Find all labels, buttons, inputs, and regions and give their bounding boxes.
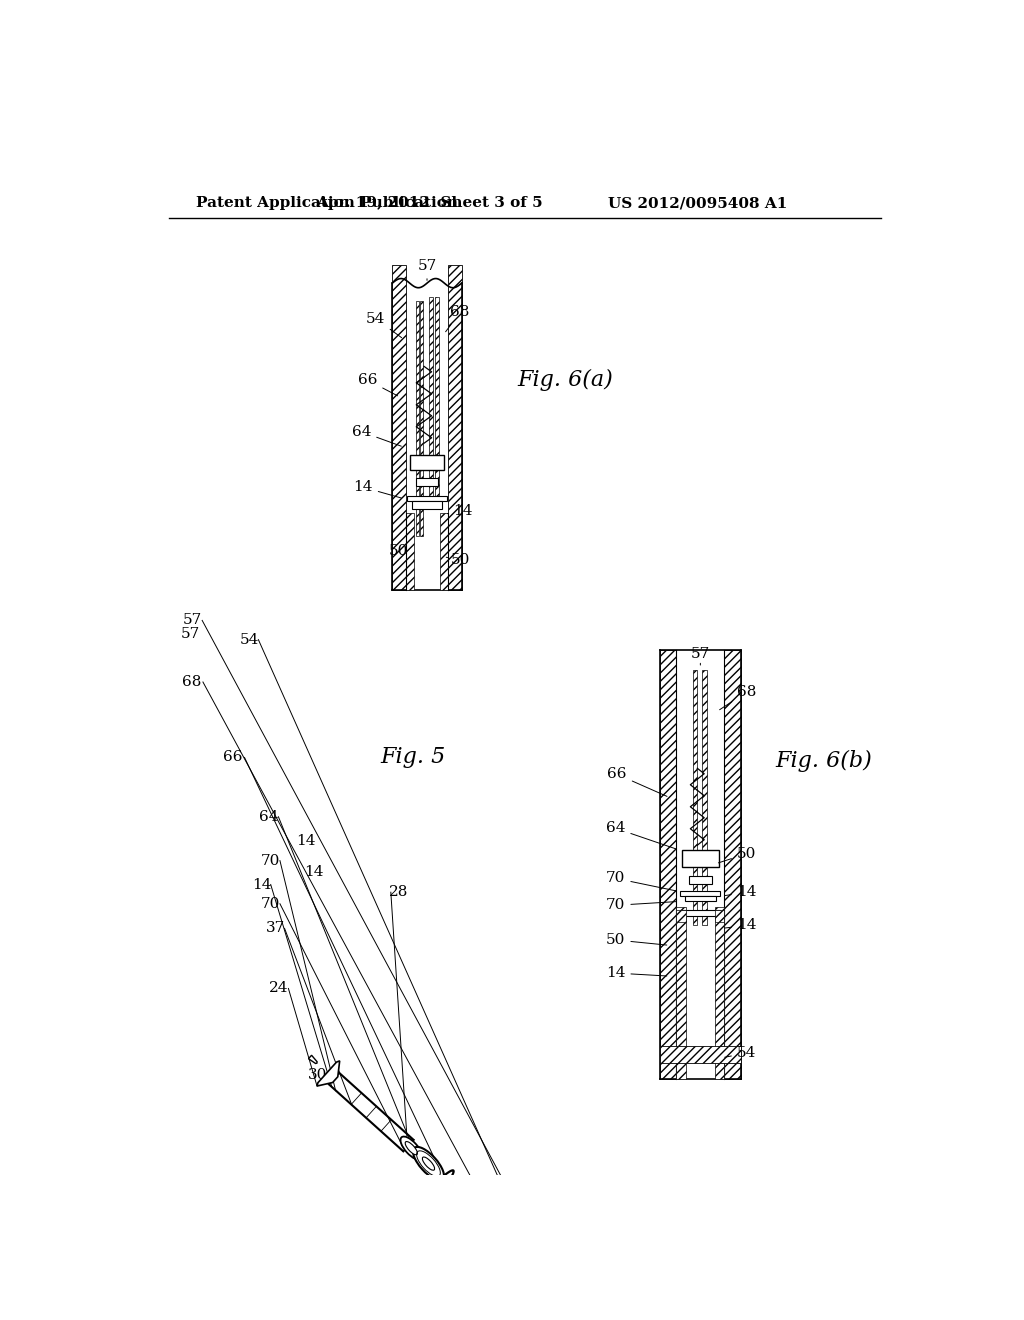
Text: 50: 50	[606, 933, 667, 946]
Text: 14: 14	[606, 966, 667, 979]
Text: Apr. 19, 2012  Sheet 3 of 5: Apr. 19, 2012 Sheet 3 of 5	[316, 197, 543, 210]
Text: 14: 14	[252, 878, 271, 891]
Text: 50: 50	[719, 846, 757, 863]
Text: 70: 70	[261, 896, 281, 911]
Text: 14: 14	[296, 834, 315, 849]
Bar	[407, 496, 447, 502]
Text: 14: 14	[304, 865, 324, 879]
Ellipse shape	[422, 1158, 434, 1171]
Text: 70: 70	[606, 871, 676, 891]
Text: 50: 50	[389, 544, 414, 561]
Ellipse shape	[503, 1228, 537, 1265]
Text: 14: 14	[353, 480, 401, 498]
Text: 66: 66	[607, 767, 667, 796]
Text: 70: 70	[261, 854, 281, 867]
Text: 14: 14	[725, 886, 757, 899]
Text: 64: 64	[606, 821, 676, 849]
Ellipse shape	[513, 1237, 547, 1274]
Bar	[677, 907, 686, 1078]
Text: 68: 68	[445, 305, 470, 331]
Text: 66: 66	[358, 374, 397, 396]
Text: 57: 57	[418, 259, 436, 280]
Bar	[701, 671, 707, 924]
Bar	[410, 455, 444, 470]
Bar	[715, 909, 724, 923]
Text: 57: 57	[181, 627, 201, 642]
Bar	[692, 671, 697, 924]
Text: Fig. 5: Fig. 5	[381, 746, 446, 768]
Bar	[680, 891, 720, 896]
Text: 68: 68	[182, 675, 202, 689]
Bar	[715, 907, 724, 1078]
Bar	[435, 297, 438, 498]
Text: 14: 14	[725, 919, 757, 932]
Text: 24: 24	[269, 982, 289, 995]
Text: 70: 70	[606, 899, 676, 912]
Bar	[392, 265, 407, 590]
Text: 57: 57	[182, 614, 202, 627]
Text: US 2012/0095408 A1: US 2012/0095408 A1	[608, 197, 787, 210]
Bar	[416, 478, 438, 486]
Polygon shape	[317, 1061, 340, 1086]
Text: Fig. 6(a): Fig. 6(a)	[517, 368, 612, 391]
Text: 54: 54	[240, 632, 259, 647]
Bar	[429, 297, 433, 498]
Bar	[680, 909, 720, 916]
Text: 68: 68	[720, 685, 757, 710]
Bar	[689, 876, 712, 884]
Bar	[659, 649, 677, 1078]
Bar	[447, 265, 462, 590]
Ellipse shape	[514, 1239, 526, 1253]
Text: 28: 28	[389, 886, 409, 899]
Text: 57: 57	[691, 647, 710, 665]
Ellipse shape	[406, 1142, 418, 1155]
Text: 37: 37	[265, 921, 285, 936]
Bar	[685, 896, 716, 902]
Ellipse shape	[413, 1147, 444, 1180]
Bar	[682, 850, 719, 867]
Bar	[412, 502, 442, 508]
Bar	[416, 301, 419, 536]
Text: 54: 54	[366, 312, 401, 338]
Ellipse shape	[400, 1137, 422, 1160]
Text: Patent Application Publication: Patent Application Publication	[196, 197, 458, 210]
Text: Fig. 6(b): Fig. 6(b)	[776, 750, 872, 772]
Bar	[724, 649, 741, 1078]
Text: 64: 64	[352, 425, 401, 446]
Ellipse shape	[558, 1279, 570, 1292]
Polygon shape	[308, 1055, 317, 1064]
Bar	[420, 301, 423, 536]
Bar	[407, 512, 414, 590]
Bar	[677, 909, 686, 923]
Text: 14: 14	[447, 504, 473, 517]
Text: 30: 30	[308, 1068, 328, 1081]
Text: 50: 50	[446, 553, 470, 568]
Bar	[659, 1047, 741, 1063]
Bar	[440, 512, 447, 590]
Ellipse shape	[524, 1249, 537, 1262]
Text: 66: 66	[223, 751, 243, 764]
Text: 64: 64	[259, 809, 279, 824]
Text: 54: 54	[725, 1047, 757, 1060]
